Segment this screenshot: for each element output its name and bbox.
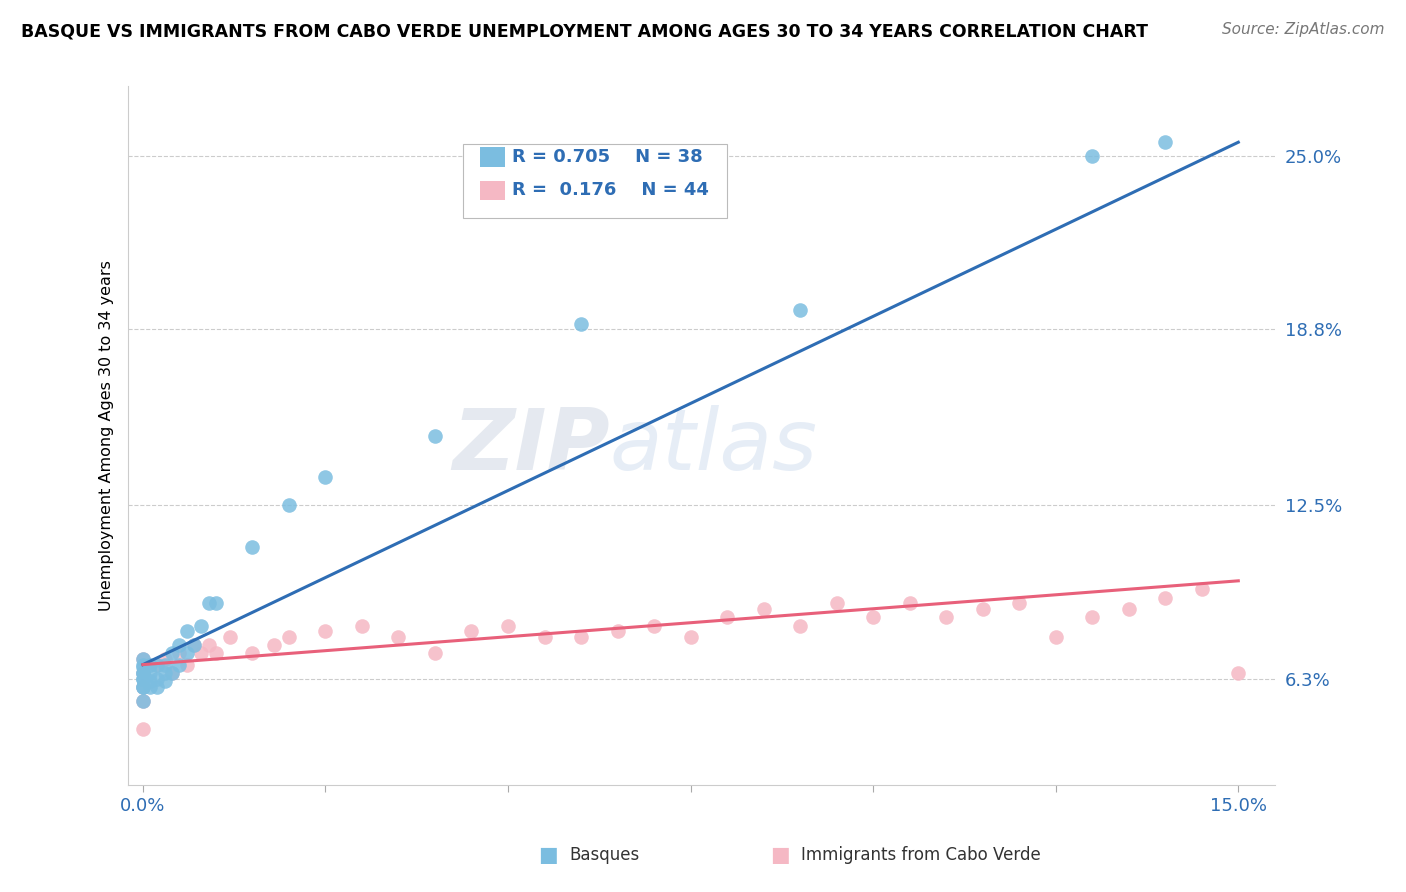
- Point: [789, 618, 811, 632]
- Point: [679, 630, 702, 644]
- Point: [132, 722, 155, 736]
- Point: [935, 610, 957, 624]
- Point: [242, 541, 264, 555]
- Text: R = 0.705    N = 38: R = 0.705 N = 38: [512, 148, 703, 166]
- FancyBboxPatch shape: [463, 145, 727, 218]
- Point: [153, 657, 176, 672]
- Text: Source: ZipAtlas.com: Source: ZipAtlas.com: [1222, 22, 1385, 37]
- Point: [1118, 601, 1140, 615]
- Point: [132, 665, 155, 680]
- Point: [643, 618, 665, 632]
- Point: [146, 672, 169, 686]
- Point: [153, 652, 176, 666]
- Point: [789, 302, 811, 317]
- Point: [146, 657, 169, 672]
- Point: [160, 665, 183, 680]
- Point: [606, 624, 628, 639]
- Point: [132, 694, 155, 708]
- Point: [169, 638, 191, 652]
- Point: [205, 647, 228, 661]
- Point: [263, 638, 285, 652]
- Text: Basques: Basques: [569, 846, 640, 863]
- Point: [350, 618, 373, 632]
- Point: [752, 601, 775, 615]
- Point: [1045, 630, 1067, 644]
- Text: BASQUE VS IMMIGRANTS FROM CABO VERDE UNEMPLOYMENT AMONG AGES 30 TO 34 YEARS CORR: BASQUE VS IMMIGRANTS FROM CABO VERDE UNE…: [21, 22, 1149, 40]
- Point: [160, 647, 183, 661]
- FancyBboxPatch shape: [481, 147, 506, 167]
- Point: [176, 657, 198, 672]
- Point: [132, 672, 155, 686]
- Point: [569, 630, 592, 644]
- Text: ■: ■: [538, 845, 558, 864]
- Point: [1154, 591, 1177, 605]
- Point: [197, 638, 219, 652]
- Point: [1081, 610, 1104, 624]
- Point: [146, 680, 169, 694]
- Point: [176, 647, 198, 661]
- Point: [1081, 149, 1104, 163]
- Point: [132, 680, 155, 694]
- Point: [242, 647, 264, 661]
- Text: ■: ■: [770, 845, 790, 864]
- Point: [139, 665, 162, 680]
- Point: [533, 630, 555, 644]
- FancyBboxPatch shape: [481, 181, 506, 200]
- Point: [139, 674, 162, 689]
- Text: ZIP: ZIP: [453, 405, 610, 488]
- Point: [132, 665, 155, 680]
- Point: [1227, 665, 1250, 680]
- Point: [460, 624, 482, 639]
- Text: R =  0.176    N = 44: R = 0.176 N = 44: [512, 181, 709, 200]
- Point: [153, 665, 176, 680]
- Point: [825, 596, 848, 610]
- Point: [153, 674, 176, 689]
- Point: [423, 647, 446, 661]
- Point: [219, 630, 242, 644]
- Point: [176, 624, 198, 639]
- Point: [423, 428, 446, 442]
- Point: [132, 652, 155, 666]
- Point: [132, 680, 155, 694]
- Point: [132, 672, 155, 686]
- Point: [169, 647, 191, 661]
- Point: [132, 657, 155, 672]
- Point: [190, 647, 212, 661]
- Point: [132, 660, 155, 674]
- Point: [277, 499, 299, 513]
- Text: Immigrants from Cabo Verde: Immigrants from Cabo Verde: [801, 846, 1042, 863]
- Y-axis label: Unemployment Among Ages 30 to 34 years: Unemployment Among Ages 30 to 34 years: [100, 260, 114, 611]
- Point: [496, 618, 519, 632]
- Point: [205, 596, 228, 610]
- Point: [314, 470, 336, 484]
- Point: [183, 638, 205, 652]
- Point: [146, 657, 169, 672]
- Point: [862, 610, 884, 624]
- Point: [1008, 596, 1031, 610]
- Point: [160, 665, 183, 680]
- Point: [716, 610, 738, 624]
- Point: [569, 317, 592, 331]
- Point: [139, 657, 162, 672]
- Point: [132, 652, 155, 666]
- Point: [132, 694, 155, 708]
- Point: [1154, 135, 1177, 149]
- Point: [132, 665, 155, 680]
- Point: [183, 638, 205, 652]
- Point: [387, 630, 409, 644]
- Point: [197, 596, 219, 610]
- Text: atlas: atlas: [610, 405, 818, 488]
- Point: [190, 618, 212, 632]
- Point: [898, 596, 921, 610]
- Point: [1191, 582, 1213, 597]
- Point: [169, 657, 191, 672]
- Point: [314, 624, 336, 639]
- Point: [139, 680, 162, 694]
- Point: [972, 601, 994, 615]
- Point: [132, 680, 155, 694]
- Point: [277, 630, 299, 644]
